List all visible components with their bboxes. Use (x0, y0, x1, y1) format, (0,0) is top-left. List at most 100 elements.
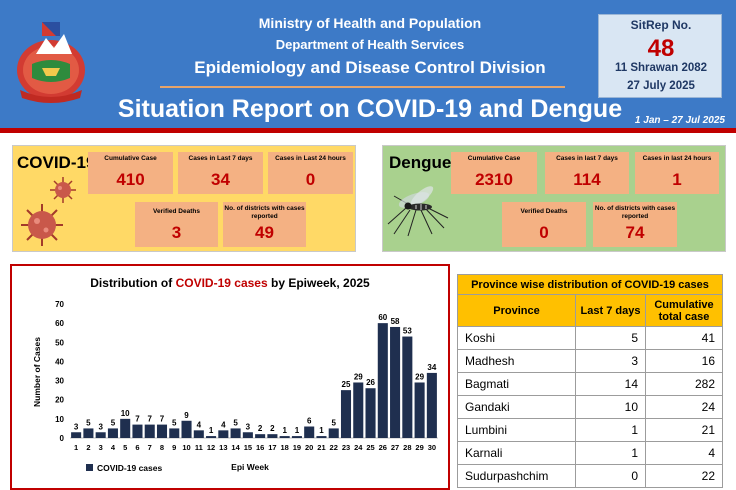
province-name: Bagmati (457, 372, 576, 396)
x-tick-label: 7 (148, 443, 152, 452)
bar (193, 430, 204, 438)
card-value: 114 (573, 170, 601, 189)
card-label: No. of districts with cases reported (594, 205, 676, 220)
x-tick-label: 26 (379, 443, 387, 452)
bar-data-label: 4 (221, 420, 226, 429)
bar (107, 428, 118, 438)
card-value: 34 (211, 170, 230, 189)
y-axis-title: Number of Cases (32, 337, 42, 407)
card-value: 74 (625, 223, 645, 242)
division-name: Epidemiology and Disease Control Divisio… (194, 58, 546, 77)
bar-data-label: 34 (427, 363, 436, 372)
bar-data-label: 5 (233, 418, 238, 427)
x-tick-label: 25 (366, 443, 374, 452)
virus-icon (50, 177, 76, 203)
bar-data-label: 1 (295, 426, 300, 435)
province-cumulative: 21 (645, 418, 723, 442)
province-table: Province wise distribution of COVID-19 c… (457, 274, 723, 488)
y-tick-label: 50 (55, 338, 64, 347)
bar-data-label: 9 (184, 411, 189, 420)
y-tick-label: 10 (55, 415, 64, 424)
covid-cumulative-card: Cumulative Case 410 (88, 152, 173, 194)
dengue-panel-title: Dengue (389, 153, 452, 172)
x-tick-label: 15 (244, 443, 252, 452)
bar (365, 388, 376, 438)
x-tick-label: 21 (317, 443, 325, 452)
province-last7: 1 (575, 441, 646, 465)
bar-data-label: 2 (258, 424, 263, 433)
bar (353, 382, 364, 438)
x-tick-label: 24 (354, 443, 363, 452)
x-tick-label: 3 (99, 443, 103, 452)
card-value: 0 (305, 170, 316, 189)
x-tick-label: 2 (86, 443, 90, 452)
province-name: Lumbini (457, 418, 576, 442)
bar (279, 436, 290, 438)
province-cumulative: 22 (645, 464, 723, 488)
card-value: 49 (255, 223, 274, 242)
y-tick-label: 70 (55, 300, 64, 309)
covid-summary-panel: COVID-19 Cumulative Case 410 Cases in La… (12, 145, 356, 252)
table-row: Gandaki 10 24 (457, 395, 723, 419)
x-tick-label: 1 (74, 443, 78, 452)
x-tick-label: 23 (342, 443, 350, 452)
bar (414, 382, 425, 438)
bar (156, 424, 168, 438)
province-last7: 3 (575, 349, 646, 373)
card-label: Cases in Last 7 days (188, 155, 253, 162)
bar-data-label: 3 (74, 422, 79, 431)
dengue-deaths-card: Verified Deaths 0 (502, 202, 586, 247)
sitrep-label: SitRep No. (630, 18, 692, 32)
bar-data-label: 5 (172, 418, 177, 427)
province-cumulative: 24 (645, 395, 723, 419)
bar-data-label: 6 (307, 417, 312, 426)
card-value: 3 (171, 223, 182, 242)
bar-data-label: 7 (148, 415, 153, 424)
x-tick-label: 30 (428, 443, 436, 452)
covid-deaths-card: Verified Deaths 3 (135, 202, 218, 247)
bar-data-label: 1 (209, 426, 214, 435)
bar-data-label: 3 (246, 422, 251, 431)
bar-data-label: 29 (415, 372, 424, 381)
province-name: Koshi (457, 326, 576, 350)
x-tick-label: 13 (219, 443, 227, 452)
epiweek-chart-frame: Distribution of COVID-19 cases by Epiwee… (10, 264, 450, 490)
card-value: 410 (116, 170, 145, 189)
bar (242, 432, 253, 438)
province-name: Gandaki (457, 395, 576, 419)
x-axis-title: Epi Week (231, 462, 269, 472)
bar (144, 424, 155, 438)
report-title: Situation Report on COVID-19 and Dengue (117, 95, 623, 123)
bar (230, 428, 241, 438)
x-tick-label: 17 (268, 443, 276, 452)
bar-data-label: 10 (121, 409, 130, 418)
bar (120, 418, 131, 438)
x-tick-label: 10 (182, 443, 190, 452)
bar (95, 432, 106, 438)
table-row: Bagmati 14 282 (457, 372, 723, 396)
chart-title-highlight: COVID-19 cases (175, 276, 268, 290)
sitrep-nepali-date: 11 Shrawan 2082 (614, 62, 708, 74)
x-tick-label: 19 (293, 443, 301, 452)
bar (267, 434, 278, 438)
dengue-cumulative-card: Cumulative Case 2310 (451, 152, 537, 194)
ministry-name: Ministry of Health and Population (258, 15, 482, 31)
province-name: Madhesh (457, 349, 576, 373)
card-value: 2310 (475, 170, 513, 189)
chart-title: Distribution of COVID-19 cases by Epiwee… (12, 276, 448, 290)
x-tick-label: 20 (305, 443, 313, 452)
card-label: Cumulative Case (104, 155, 157, 162)
dengue-districts-card: No. of districts with cases reported 74 (593, 202, 677, 247)
chart-title-suffix: by Epiweek, 2025 (267, 276, 370, 290)
bar (291, 436, 302, 438)
x-tick-label: 28 (403, 443, 411, 452)
y-tick-label: 30 (55, 377, 64, 386)
covid-last24-card: Cases in Last 24 hours 0 (268, 152, 353, 194)
bar (316, 436, 327, 438)
bar (255, 434, 266, 438)
province-name: Karnali (457, 441, 576, 465)
bar-data-label: 53 (403, 327, 412, 336)
x-tick-label: 11 (195, 443, 203, 452)
card-label: No. of districts with cases reported (224, 205, 305, 220)
